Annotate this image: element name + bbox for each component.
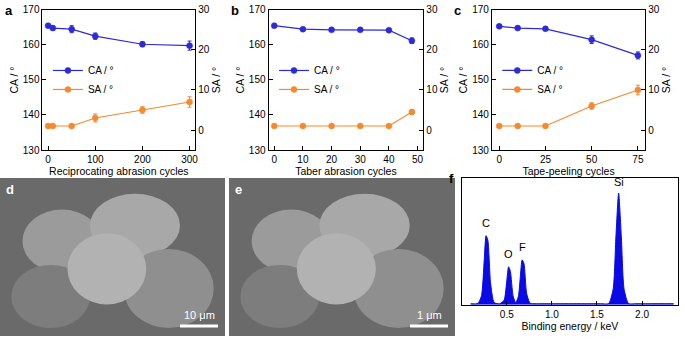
svg-text:160: 160 (23, 39, 40, 50)
svg-text:CA / °: CA / ° (537, 65, 563, 76)
svg-text:20: 20 (326, 154, 338, 165)
svg-text:2.0: 2.0 (635, 309, 649, 320)
svg-text:140: 140 (249, 109, 266, 120)
svg-text:40: 40 (383, 154, 395, 165)
svg-text:CA / °: CA / ° (457, 66, 469, 93)
svg-text:0: 0 (45, 154, 51, 165)
svg-text:b: b (231, 3, 239, 18)
svg-text:0.5: 0.5 (500, 309, 514, 320)
svg-text:c: c (454, 3, 461, 18)
svg-text:10: 10 (198, 84, 210, 95)
svg-text:e: e (235, 182, 242, 197)
svg-text:20: 20 (426, 44, 438, 55)
svg-text:30: 30 (426, 4, 438, 15)
svg-text:0: 0 (426, 125, 432, 136)
svg-text:1.5: 1.5 (590, 309, 604, 320)
svg-text:140: 140 (23, 109, 40, 120)
svg-text:SA / °: SA / ° (210, 67, 222, 93)
svg-text:170: 170 (472, 4, 489, 15)
svg-text:SA / °: SA / ° (314, 84, 339, 95)
svg-text:200: 200 (134, 154, 151, 165)
svg-text:20: 20 (648, 44, 660, 55)
svg-text:CA / °: CA / ° (8, 66, 20, 93)
svg-text:Si: Si (614, 176, 624, 188)
svg-text:160: 160 (249, 39, 266, 50)
svg-text:170: 170 (23, 4, 40, 15)
svg-text:30: 30 (648, 4, 660, 15)
svg-text:1 μm: 1 μm (417, 309, 442, 321)
svg-text:50: 50 (412, 154, 424, 165)
svg-text:30: 30 (198, 4, 210, 15)
svg-text:Reciprocating abrasion cycles: Reciprocating abrasion cycles (49, 165, 188, 177)
svg-text:130: 130 (23, 145, 40, 156)
svg-text:Binding energy / keV: Binding energy / keV (521, 320, 618, 332)
svg-text:75: 75 (632, 154, 644, 165)
svg-text:d: d (6, 182, 14, 197)
svg-text:CA / °: CA / ° (88, 65, 114, 76)
svg-text:0: 0 (496, 154, 502, 165)
svg-text:100: 100 (87, 154, 104, 165)
svg-text:300: 300 (181, 154, 198, 165)
svg-text:Tape-peeling cycles: Tape-peeling cycles (522, 165, 614, 177)
svg-text:a: a (5, 3, 13, 18)
svg-text:10: 10 (648, 84, 660, 95)
svg-text:160: 160 (472, 39, 489, 50)
svg-text:0: 0 (648, 125, 654, 136)
svg-text:140: 140 (472, 109, 489, 120)
svg-text:170: 170 (249, 4, 266, 15)
svg-text:C: C (482, 217, 490, 229)
svg-text:30: 30 (355, 154, 367, 165)
svg-text:130: 130 (472, 145, 489, 156)
svg-text:0: 0 (271, 154, 277, 165)
svg-text:CA / °: CA / ° (314, 65, 340, 76)
svg-text:20: 20 (198, 44, 210, 55)
svg-text:Taber abrasion cycles: Taber abrasion cycles (295, 165, 397, 177)
svg-text:CA / °: CA / ° (234, 66, 246, 93)
svg-text:10 μm: 10 μm (184, 309, 215, 321)
svg-text:150: 150 (23, 74, 40, 85)
svg-text:10: 10 (297, 154, 309, 165)
svg-text:50: 50 (586, 154, 598, 165)
svg-text:25: 25 (540, 154, 552, 165)
svg-text:F: F (519, 241, 526, 253)
svg-text:150: 150 (249, 74, 266, 85)
svg-text:SA / °: SA / ° (438, 67, 450, 93)
svg-text:1.0: 1.0 (545, 309, 559, 320)
svg-text:0: 0 (198, 125, 204, 136)
svg-text:130: 130 (249, 145, 266, 156)
svg-text:SA / °: SA / ° (660, 67, 672, 93)
svg-text:f: f (449, 171, 454, 186)
svg-text:10: 10 (426, 84, 438, 95)
svg-text:O: O (504, 248, 513, 260)
svg-text:150: 150 (472, 74, 489, 85)
svg-text:SA / °: SA / ° (88, 84, 113, 95)
svg-text:SA / °: SA / ° (537, 84, 562, 95)
